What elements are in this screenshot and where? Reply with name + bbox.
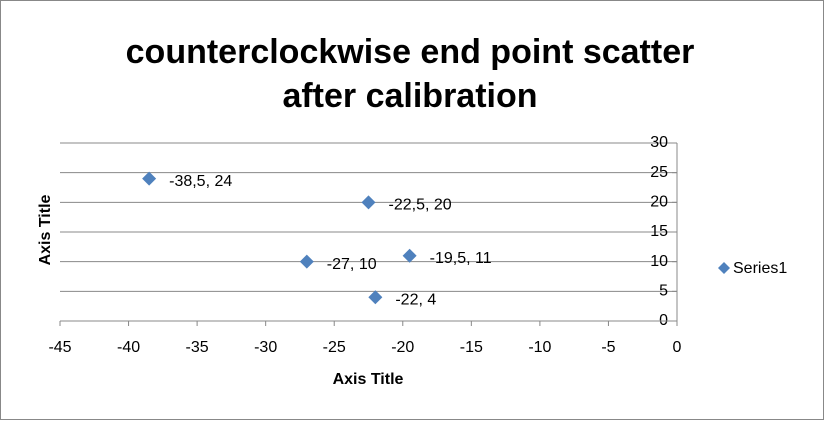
data-label: -22, 4 [395, 291, 436, 308]
scatter-point [368, 290, 383, 305]
scatter-point [361, 195, 376, 210]
x-tick-label: -15 [460, 339, 483, 356]
data-label: -27, 10 [327, 256, 377, 273]
y-axis-title: Axis Title [37, 194, 54, 265]
legend-label: Series1 [733, 260, 787, 277]
data-label: -22,5, 20 [389, 197, 452, 214]
legend-marker [718, 262, 730, 274]
y-tick-label: 30 [650, 134, 668, 151]
x-axis-title: Axis Title [333, 371, 404, 388]
x-tick-label: 0 [673, 339, 682, 356]
scatter-point [402, 248, 417, 263]
chart-title: counterclockwise end point scatter after… [125, 33, 695, 115]
x-tick-label: -45 [48, 339, 71, 356]
x-tick-label: -20 [391, 339, 414, 356]
y-tick-label: 15 [650, 223, 668, 240]
x-tick-label: -25 [323, 339, 346, 356]
x-tick-label: -40 [117, 339, 140, 356]
data-label: -38,5, 24 [169, 173, 232, 190]
x-tick-label: -5 [601, 339, 615, 356]
x-tick-label: -30 [254, 339, 277, 356]
scatter-point [142, 171, 157, 186]
data-label: -19,5, 11 [430, 250, 492, 267]
scatter-point [299, 254, 314, 269]
y-tick-label: 20 [650, 194, 668, 211]
y-tick-label: 10 [650, 253, 668, 270]
y-tick-label: 5 [659, 283, 668, 300]
x-tick-label: -35 [186, 339, 209, 356]
x-tick-label: -10 [528, 339, 551, 356]
y-tick-label: 25 [650, 164, 668, 181]
